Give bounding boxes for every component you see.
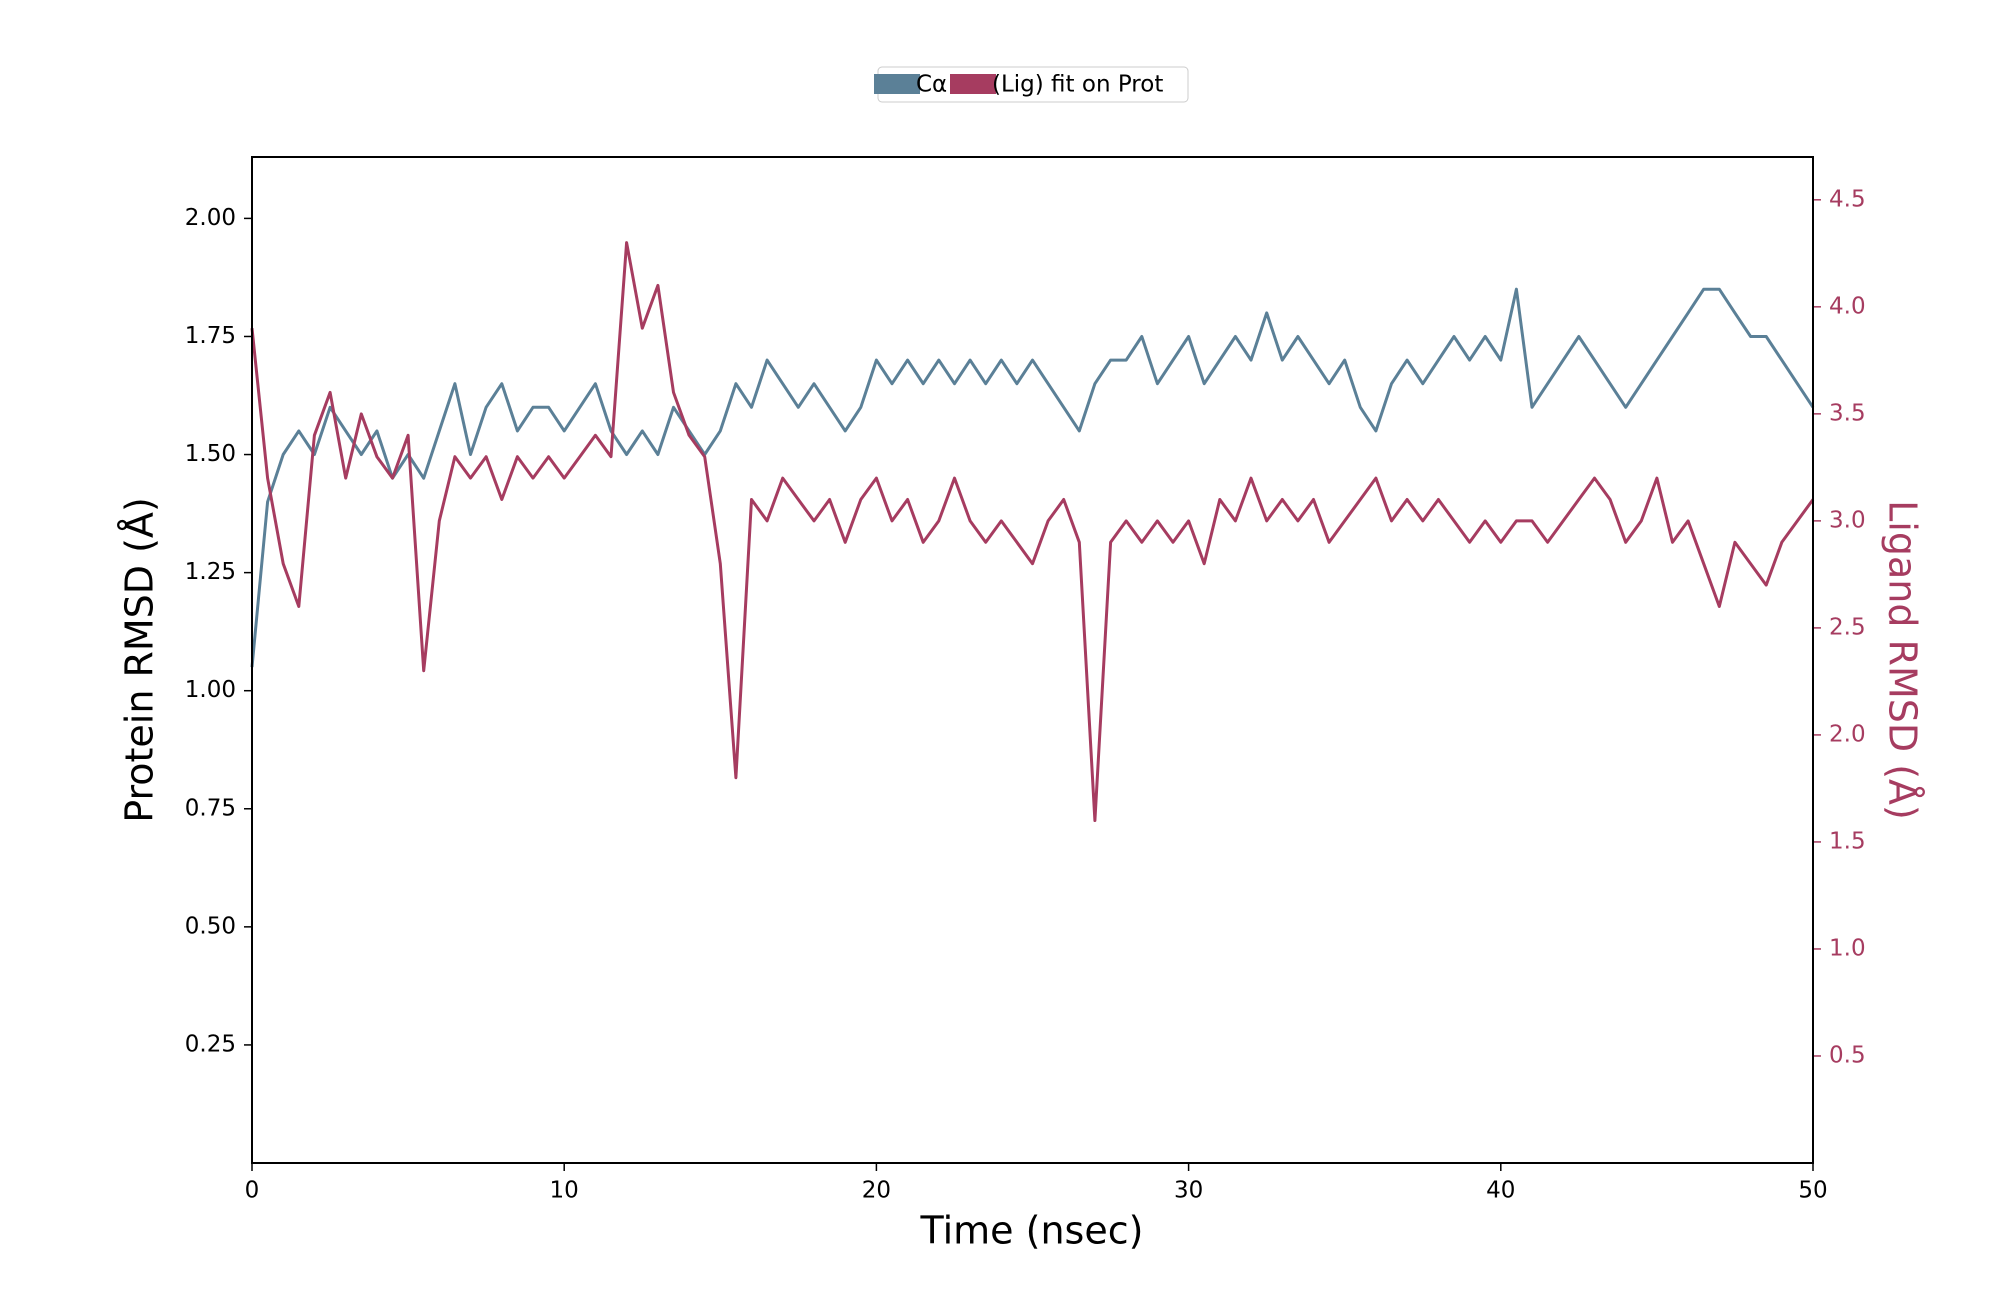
x-tick-label: 20 — [862, 1178, 891, 1204]
y2-tick-label: 4.5 — [1829, 186, 1866, 212]
y-tick-label: 0.50 — [185, 913, 236, 939]
x-tick-label: 40 — [1486, 1178, 1515, 1204]
y2-tick-label: 1.5 — [1829, 828, 1866, 854]
y-tick-label: 2.00 — [185, 205, 236, 231]
y-tick-label: 0.25 — [185, 1031, 236, 1057]
y2-axis-label: Ligand RMSD (Å) — [1881, 500, 1925, 820]
x-tick-label: 10 — [550, 1178, 579, 1204]
x-tick-label: 30 — [1174, 1178, 1203, 1204]
y2-tick-label: 4.0 — [1829, 293, 1866, 319]
series-line — [250, 287, 1815, 668]
legend-label: (Lig) fit on Prot — [992, 72, 1163, 98]
legend-swatch — [874, 74, 920, 94]
y-tick-label: 1.00 — [185, 677, 236, 703]
legend-label: Cα — [916, 72, 947, 98]
x-tick-label: 0 — [245, 1178, 260, 1204]
legend-swatch — [950, 74, 996, 94]
y2-tick-label: 2.0 — [1829, 721, 1866, 747]
y-tick-label: 0.75 — [185, 795, 236, 821]
plot-frame — [251, 156, 1814, 1164]
y2-tick-label: 3.5 — [1829, 400, 1866, 426]
y2-tick-label: 1.0 — [1829, 935, 1866, 961]
series-line — [250, 241, 1815, 822]
y-tick-label: 1.25 — [185, 559, 236, 585]
y2-tick-label: 3.0 — [1829, 507, 1866, 533]
y2-tick-label: 2.5 — [1829, 614, 1866, 640]
y2-tick-label: 0.5 — [1829, 1042, 1866, 1068]
x-axis-label: Time (nsec) — [920, 1209, 1144, 1253]
y-tick-label: 1.50 — [185, 441, 236, 467]
y-tick-label: 1.75 — [185, 323, 236, 349]
y-axis-label: Protein RMSD (Å) — [118, 497, 162, 823]
x-tick-label: 50 — [1798, 1178, 1827, 1204]
